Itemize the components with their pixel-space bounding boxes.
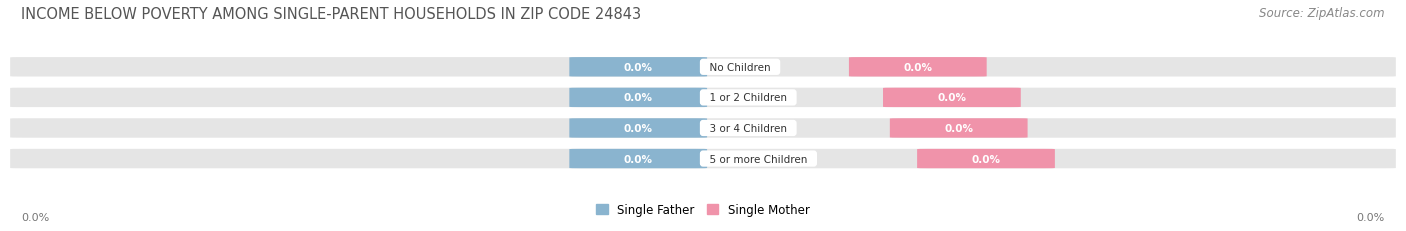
- FancyBboxPatch shape: [917, 149, 1054, 169]
- FancyBboxPatch shape: [569, 58, 707, 77]
- Text: 0.0%: 0.0%: [1357, 212, 1385, 222]
- Text: 0.0%: 0.0%: [945, 123, 973, 133]
- FancyBboxPatch shape: [569, 119, 707, 138]
- Text: 0.0%: 0.0%: [624, 154, 652, 164]
- Text: 0.0%: 0.0%: [938, 93, 966, 103]
- FancyBboxPatch shape: [883, 88, 1021, 108]
- Text: No Children: No Children: [703, 63, 778, 73]
- Text: 5 or more Children: 5 or more Children: [703, 154, 814, 164]
- FancyBboxPatch shape: [10, 119, 1396, 138]
- FancyBboxPatch shape: [569, 88, 707, 108]
- Text: INCOME BELOW POVERTY AMONG SINGLE-PARENT HOUSEHOLDS IN ZIP CODE 24843: INCOME BELOW POVERTY AMONG SINGLE-PARENT…: [21, 7, 641, 22]
- Text: 0.0%: 0.0%: [624, 123, 652, 133]
- FancyBboxPatch shape: [10, 58, 1396, 77]
- Text: 0.0%: 0.0%: [624, 93, 652, 103]
- Text: 3 or 4 Children: 3 or 4 Children: [703, 123, 793, 133]
- FancyBboxPatch shape: [569, 149, 707, 169]
- Text: 0.0%: 0.0%: [21, 212, 49, 222]
- FancyBboxPatch shape: [849, 58, 987, 77]
- Text: 0.0%: 0.0%: [972, 154, 1001, 164]
- Text: 1 or 2 Children: 1 or 2 Children: [703, 93, 793, 103]
- Text: Source: ZipAtlas.com: Source: ZipAtlas.com: [1260, 7, 1385, 20]
- Legend: Single Father, Single Mother: Single Father, Single Mother: [592, 199, 814, 221]
- FancyBboxPatch shape: [10, 149, 1396, 169]
- Text: 0.0%: 0.0%: [903, 63, 932, 73]
- FancyBboxPatch shape: [10, 88, 1396, 108]
- Text: 0.0%: 0.0%: [624, 63, 652, 73]
- FancyBboxPatch shape: [890, 119, 1028, 138]
